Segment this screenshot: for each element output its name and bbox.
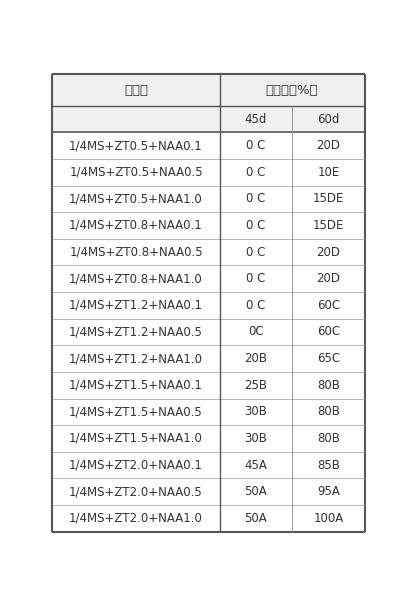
Bar xyxy=(53,372,365,398)
Bar xyxy=(53,239,365,265)
Text: 0C: 0C xyxy=(248,325,264,338)
Bar xyxy=(53,159,365,185)
Text: 45d: 45d xyxy=(245,113,267,126)
Text: 20D: 20D xyxy=(317,139,341,152)
Bar xyxy=(53,265,365,292)
Text: 1/4MS+ZT0.8+NAA0.5: 1/4MS+ZT0.8+NAA0.5 xyxy=(69,245,203,259)
Text: 1/4MS+ZT1.2+NAA1.0: 1/4MS+ZT1.2+NAA1.0 xyxy=(69,352,203,365)
Text: 1/4MS+ZT0.5+NAA1.0: 1/4MS+ZT0.5+NAA1.0 xyxy=(69,193,203,205)
Text: 50A: 50A xyxy=(245,485,267,498)
Text: 20D: 20D xyxy=(317,245,341,259)
Text: 50A: 50A xyxy=(245,512,267,525)
Text: 95A: 95A xyxy=(317,485,340,498)
Text: 10E: 10E xyxy=(317,166,339,179)
Bar xyxy=(53,398,365,425)
Bar xyxy=(53,319,365,345)
Bar xyxy=(53,212,365,239)
Text: 1/4MS+ZT1.2+NAA0.1: 1/4MS+ZT1.2+NAA0.1 xyxy=(69,299,203,312)
Text: 80B: 80B xyxy=(317,432,340,445)
Text: 培崗基: 培崗基 xyxy=(124,84,148,97)
Text: 20D: 20D xyxy=(317,272,341,285)
Text: 80B: 80B xyxy=(317,406,340,418)
Text: 30B: 30B xyxy=(245,432,267,445)
Bar xyxy=(53,425,365,452)
Text: 60d: 60d xyxy=(317,113,340,126)
Text: 1/4MS+ZT2.0+NAA1.0: 1/4MS+ZT2.0+NAA1.0 xyxy=(69,512,203,525)
Bar xyxy=(53,292,365,319)
Text: 45A: 45A xyxy=(245,458,267,472)
Bar xyxy=(53,345,365,372)
Text: 1/4MS+ZT1.5+NAA1.0: 1/4MS+ZT1.5+NAA1.0 xyxy=(69,432,203,445)
Text: 85B: 85B xyxy=(317,458,340,472)
Bar xyxy=(53,478,365,505)
Bar xyxy=(53,74,365,106)
Text: 30B: 30B xyxy=(245,406,267,418)
Text: 0 C: 0 C xyxy=(246,245,266,259)
Text: 0 C: 0 C xyxy=(246,219,266,232)
Text: 1/4MS+ZT0.5+NAA0.1: 1/4MS+ZT0.5+NAA0.1 xyxy=(69,139,203,152)
Bar xyxy=(53,452,365,478)
Text: 1/4MS+ZT2.0+NAA0.5: 1/4MS+ZT2.0+NAA0.5 xyxy=(69,485,203,498)
Text: 65C: 65C xyxy=(317,352,340,365)
Bar xyxy=(53,132,365,159)
Text: 0 C: 0 C xyxy=(246,139,266,152)
Text: 1/4MS+ZT2.0+NAA0.1: 1/4MS+ZT2.0+NAA0.1 xyxy=(69,458,203,472)
Text: 0 C: 0 C xyxy=(246,299,266,312)
Text: 60C: 60C xyxy=(317,325,340,338)
Text: 25B: 25B xyxy=(244,379,267,392)
Text: 60C: 60C xyxy=(317,299,340,312)
Text: 1/4MS+ZT0.8+NAA0.1: 1/4MS+ZT0.8+NAA0.1 xyxy=(69,219,203,232)
Text: 1/4MS+ZT0.8+NAA1.0: 1/4MS+ZT0.8+NAA1.0 xyxy=(69,272,203,285)
Text: 1/4MS+ZT1.5+NAA0.1: 1/4MS+ZT1.5+NAA0.1 xyxy=(69,379,203,392)
Text: 100A: 100A xyxy=(313,512,344,525)
Text: 20B: 20B xyxy=(244,352,267,365)
Text: 诱导率（%）: 诱导率（%） xyxy=(266,84,318,97)
Bar xyxy=(53,505,365,532)
Text: 0 C: 0 C xyxy=(246,272,266,285)
Text: 80B: 80B xyxy=(317,379,340,392)
Text: 0 C: 0 C xyxy=(246,193,266,205)
Bar xyxy=(53,185,365,212)
Text: 0 C: 0 C xyxy=(246,166,266,179)
Text: 15DE: 15DE xyxy=(313,219,344,232)
Text: 1/4MS+ZT1.2+NAA0.5: 1/4MS+ZT1.2+NAA0.5 xyxy=(69,325,203,338)
Text: 15DE: 15DE xyxy=(313,193,344,205)
Text: 1/4MS+ZT0.5+NAA0.5: 1/4MS+ZT0.5+NAA0.5 xyxy=(69,166,203,179)
Text: 1/4MS+ZT1.5+NAA0.5: 1/4MS+ZT1.5+NAA0.5 xyxy=(69,406,203,418)
Bar xyxy=(53,106,365,132)
